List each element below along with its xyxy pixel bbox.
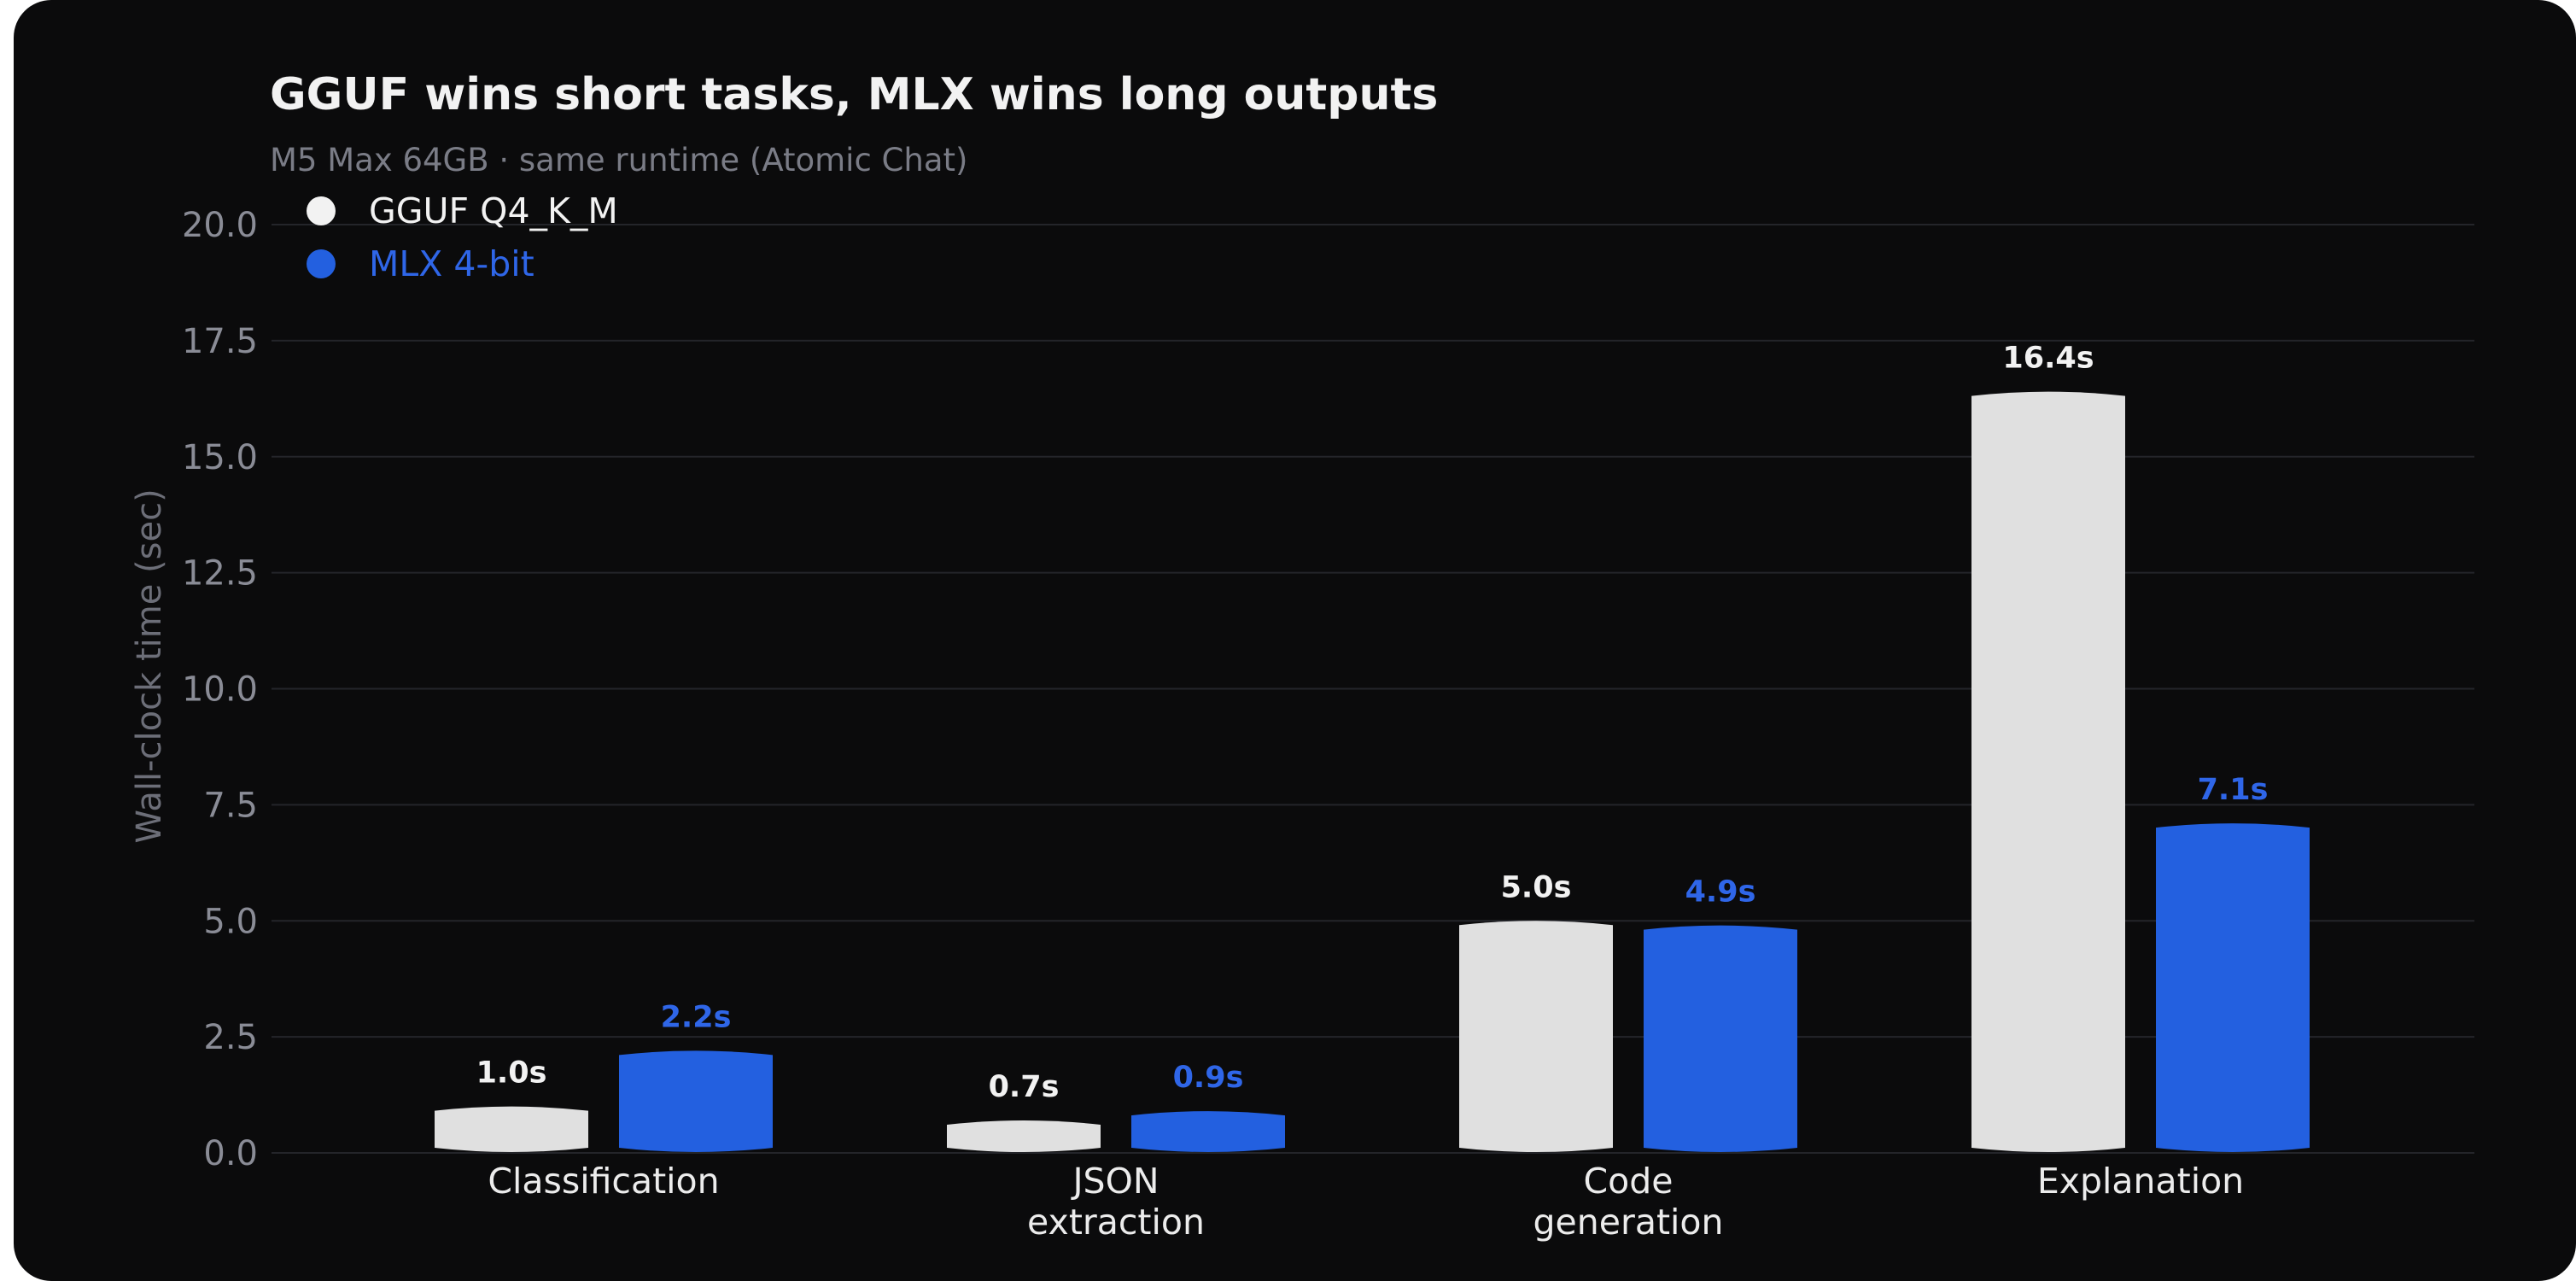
x-tick-label: JSON extraction — [1027, 1161, 1205, 1243]
y-tick-label: 2.5 — [203, 1018, 258, 1057]
y-axis-label: Wall-clock time (sec) — [130, 488, 169, 843]
chart-subtitle: M5 Max 64GB · same runtime (Atomic Chat) — [270, 142, 967, 178]
bar-mlx — [2156, 823, 2310, 1152]
y-tick-label: 15.0 — [182, 438, 258, 477]
grid: 0.0 2.5 5.0 7.5 10.0 12.5 15.0 17.5 20.0 — [182, 206, 2474, 1173]
data-label: 2.2s — [661, 1000, 732, 1034]
bar-mlx — [1131, 1111, 1285, 1152]
bar-gguf — [435, 1106, 588, 1152]
y-tick-label: 12.5 — [182, 554, 258, 594]
data-label: 4.9s — [1685, 875, 1756, 910]
y-tick-label: 10.0 — [182, 670, 258, 710]
data-label: 0.7s — [989, 1070, 1060, 1104]
bar-mlx — [619, 1050, 773, 1152]
legend: GGUF Q4_K_M MLX 4-bit — [307, 190, 618, 284]
legend-swatch-gguf — [307, 196, 336, 225]
data-label: 5.0s — [1501, 870, 1572, 904]
chart-title: GGUF wins short tasks, MLX wins long out… — [270, 69, 1438, 120]
data-label: 7.1s — [2198, 773, 2269, 807]
y-tick-label: 7.5 — [203, 786, 258, 825]
y-tick-label: 0.0 — [203, 1134, 258, 1173]
legend-label-mlx: MLX 4-bit — [369, 243, 534, 284]
y-tick-label: 20.0 — [182, 206, 258, 245]
data-label: 1.0s — [476, 1056, 547, 1091]
chart-card — [14, 0, 2576, 1281]
y-tick-label: 17.5 — [182, 322, 258, 361]
data-label: 0.9s — [1173, 1061, 1244, 1095]
legend-swatch-mlx — [307, 249, 336, 278]
data-label: 16.4s — [2002, 342, 2094, 376]
bar-mlx — [1644, 925, 1797, 1152]
x-tick-label: Code generation — [1533, 1161, 1724, 1243]
x-tick-label: Classification — [488, 1161, 719, 1202]
bar-gguf — [947, 1120, 1101, 1152]
x-tick-label: Explanation — [2037, 1161, 2244, 1202]
legend-label-gguf: GGUF Q4_K_M — [369, 190, 618, 231]
x-axis-ticks: Classification JSON extraction Code generati… — [488, 1161, 2244, 1243]
y-tick-label: 5.0 — [203, 902, 258, 941]
bars — [435, 391, 2310, 1152]
bar-gguf — [1971, 391, 2125, 1152]
bar-gguf — [1459, 921, 1613, 1152]
data-labels: 1.0s 0.7s 5.0s 16.4s 2.2s 0.9s 4.9s 7.1s — [476, 342, 2269, 1104]
